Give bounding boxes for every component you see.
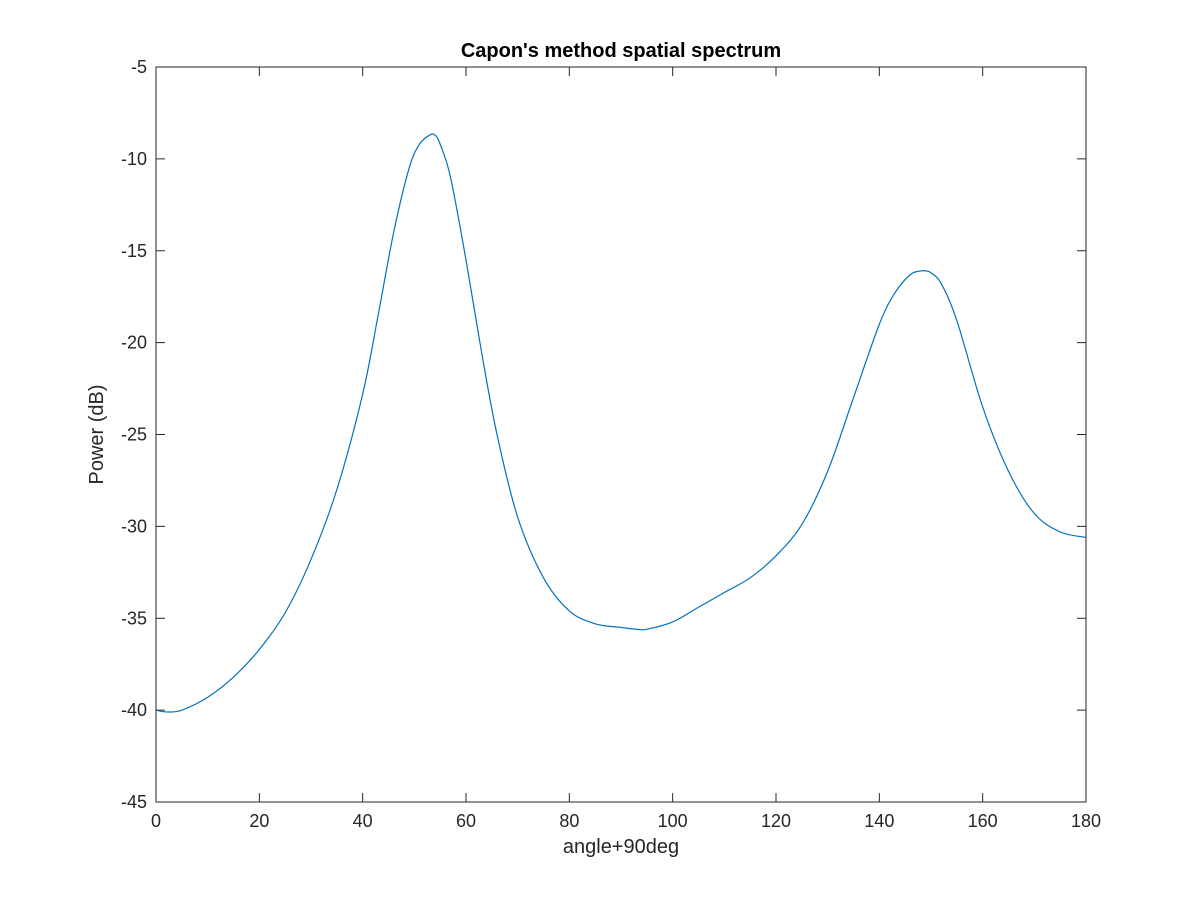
x-tick-label: 100 xyxy=(658,811,688,831)
plot-frame xyxy=(155,66,1087,803)
plot-area xyxy=(156,67,1086,802)
x-tick-label: 80 xyxy=(559,811,579,831)
x-tick-label: 140 xyxy=(864,811,894,831)
x-tick-label: 160 xyxy=(968,811,998,831)
y-tick-label: -10 xyxy=(121,149,147,169)
y-axis-ticks: -45 -40 -35 -30 -25 -20 -15 -10 -5 xyxy=(121,57,1086,812)
x-tick-label: 180 xyxy=(1071,811,1101,831)
x-axis-label: angle+90deg xyxy=(563,836,679,858)
x-tick-label: 40 xyxy=(353,811,373,831)
x-tick-label: 120 xyxy=(761,811,791,831)
y-tick-label: -20 xyxy=(121,333,147,353)
y-axis-label: Power (dB) xyxy=(86,384,108,484)
y-tick-label: -45 xyxy=(121,792,147,812)
chart-title: Capon's method spatial spectrum xyxy=(461,40,781,62)
y-tick-label: -15 xyxy=(121,241,147,261)
x-tick-label: 20 xyxy=(249,811,269,831)
series-line xyxy=(155,133,1087,713)
x-tick-label: 60 xyxy=(456,811,476,831)
y-tick-label: -25 xyxy=(121,425,147,445)
x-axis-ticks: 0 20 40 60 80 100 120 140 160 180 xyxy=(151,67,1101,831)
y-tick-label: -30 xyxy=(121,516,147,536)
y-tick-label: -35 xyxy=(121,608,147,628)
x-tick-label: 0 xyxy=(151,811,161,831)
y-tick-label: -5 xyxy=(131,57,147,77)
y-tick-label: -40 xyxy=(121,700,147,720)
